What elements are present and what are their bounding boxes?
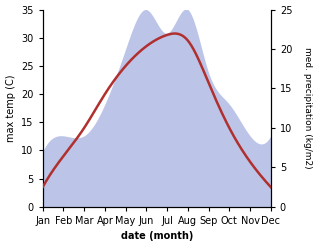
Y-axis label: med. precipitation (kg/m2): med. precipitation (kg/m2)	[303, 47, 313, 169]
Y-axis label: max temp (C): max temp (C)	[5, 74, 16, 142]
X-axis label: date (month): date (month)	[121, 231, 193, 242]
